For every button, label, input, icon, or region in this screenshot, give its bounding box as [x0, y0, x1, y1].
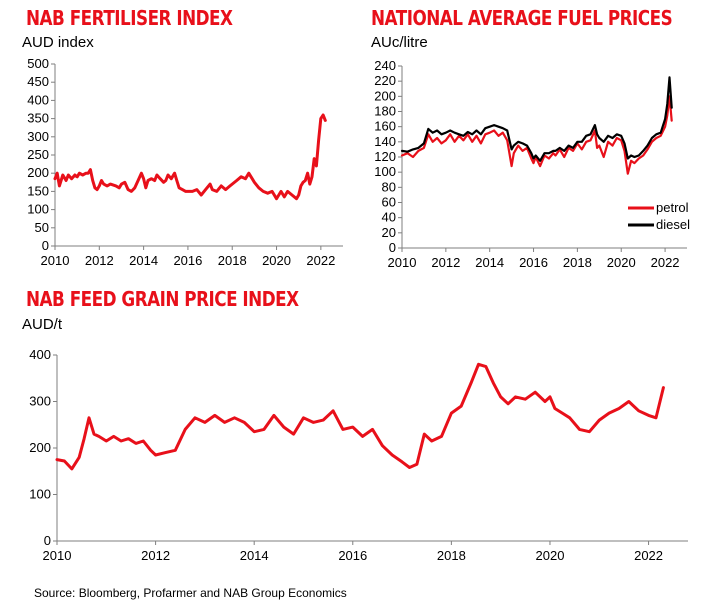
- fertiliser-y-tick-label: 150: [27, 183, 49, 198]
- fertiliser-y-tick-label: 500: [27, 56, 49, 71]
- fuel-x-tick-label: 2016: [519, 255, 548, 270]
- fuel-y-tick-label: 200: [374, 88, 396, 103]
- feed-grain-x-tick-label: 2014: [240, 548, 269, 563]
- feed-grain-y-tick-label: 300: [29, 394, 51, 409]
- feed-grain-y-tick-label: 0: [44, 533, 51, 548]
- fertiliser-y-tick-label: 0: [42, 238, 49, 253]
- fuel-y-tick-label: 20: [382, 225, 396, 240]
- fertiliser-x-tick-label: 2022: [306, 253, 335, 268]
- fertiliser-series-0-line: [53, 113, 327, 201]
- fuel-x-tick-label: 2014: [475, 255, 504, 270]
- feed-grain-chart-title: NAB FEED GRAIN PRICE INDEX: [26, 287, 299, 311]
- fuel-chart-unit: AUc/litre: [371, 34, 428, 51]
- fuel-petrol-line: [400, 95, 673, 175]
- feed-grain-chart-unit: AUD/t: [22, 316, 63, 333]
- feed-grain-y-tick-label: 100: [29, 487, 51, 502]
- fuel-y-tick-label: 140: [374, 134, 396, 149]
- legend-label-diesel: diesel: [656, 217, 690, 232]
- fertiliser-chart-unit: AUD index: [22, 34, 94, 51]
- fertiliser-y-tick-label: 300: [27, 129, 49, 144]
- fuel-chart-title: NATIONAL AVERAGE FUEL PRICES: [371, 6, 673, 30]
- fertiliser-y-tick-label: 450: [27, 74, 49, 89]
- fertiliser-x-tick-label: 2020: [262, 253, 291, 268]
- feed-grain-x-tick-label: 2010: [43, 548, 72, 563]
- fertiliser-y-tick-label: 200: [27, 165, 49, 180]
- fuel-y-tick-label: 180: [374, 104, 396, 119]
- feed-grain-x-tick-label: 2020: [536, 548, 565, 563]
- feed-grain-y-tick-label: 400: [29, 347, 51, 362]
- fuel-x-tick-label: 2022: [651, 255, 680, 270]
- feed-grain-x-tick-label: 2016: [338, 548, 367, 563]
- fuel-y-tick-label: 240: [374, 58, 396, 73]
- feed-grain-y-tick-label: 200: [29, 440, 51, 455]
- fertiliser-y-tick-label: 250: [27, 147, 49, 162]
- fuel-x-tick-label: 2010: [388, 255, 417, 270]
- fertiliser-y-tick-label: 100: [27, 202, 49, 217]
- fertiliser-x-tick-label: 2018: [218, 253, 247, 268]
- fertiliser-y-tick-label: 400: [27, 92, 49, 107]
- fertiliser-x-tick-label: 2012: [85, 253, 114, 268]
- feed-grain-x-tick-label: 2022: [634, 548, 663, 563]
- fuel-y-tick-label: 100: [374, 164, 396, 179]
- fuel-y-tick-label: 40: [382, 210, 396, 225]
- fertiliser-y-tick-label: 350: [27, 111, 49, 126]
- fertiliser-x-tick-label: 2010: [41, 253, 70, 268]
- fertiliser-y-tick-label: 50: [35, 220, 49, 235]
- fuel-y-tick-label: 120: [374, 149, 396, 164]
- fuel-x-tick-label: 2012: [431, 255, 460, 270]
- source-note: Source: Bloomberg, Profarmer and NAB Gro…: [34, 586, 347, 600]
- feed-grain-series-0-line: [55, 362, 665, 471]
- fertiliser-chart-title: NAB FERTILISER INDEX: [26, 6, 233, 30]
- feed-grain-x-tick-label: 2018: [437, 548, 466, 563]
- fuel-y-tick-label: 160: [374, 119, 396, 134]
- fuel-y-tick-label: 60: [382, 195, 396, 210]
- legend-label-petrol: petrol: [656, 200, 689, 215]
- fuel-y-tick-label: 0: [389, 240, 396, 255]
- fuel-diesel-line: [400, 76, 673, 162]
- fertiliser-x-tick-label: 2016: [173, 253, 202, 268]
- fertiliser-x-tick-label: 2014: [129, 253, 158, 268]
- feed-grain-x-tick-label: 2012: [141, 548, 170, 563]
- fuel-y-tick-label: 220: [374, 73, 396, 88]
- fuel-y-tick-label: 80: [382, 179, 396, 194]
- fuel-x-tick-label: 2020: [607, 255, 636, 270]
- fuel-x-tick-label: 2018: [563, 255, 592, 270]
